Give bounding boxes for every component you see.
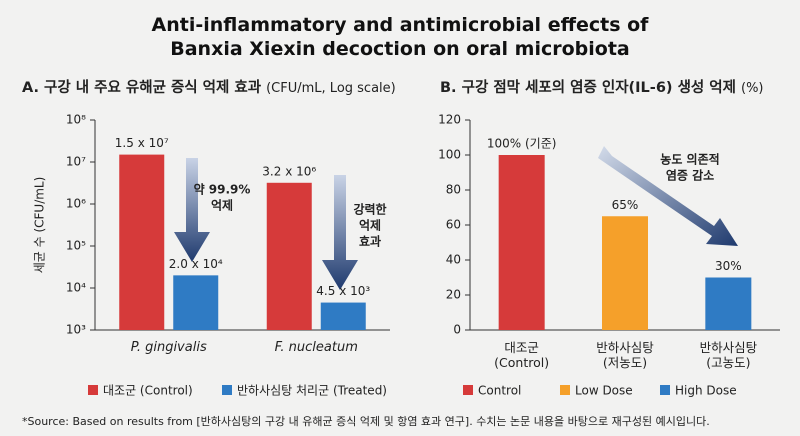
y-tick-label: 10⁷ [66,155,86,169]
y-axis-label: 세균 수 (CFU/mL) [33,177,47,274]
legend-label: Low Dose [575,384,633,398]
page-title: Banxia Xiexin decoction on oral microbio… [170,38,630,60]
x-tick-label: 반하사심탕 (고농도) [699,340,758,370]
y-tick-label: 10⁶ [66,197,86,211]
chart-title-main: B. 구강 점막 세포의 염증 인자(IL-6) 생성 억제 [440,78,736,96]
x-tick-label: 대조군 (Control) [494,340,550,370]
annotation: 강력한 [353,202,386,217]
value-label: 2.0 x 10⁴ [169,257,223,271]
y-tick-label: 80 [446,183,461,197]
footnote: *Source: Based on results from [반하사심탕의 구… [22,415,710,428]
value-label: 3.2 x 10⁶ [262,164,316,178]
legend-swatch [88,385,98,395]
y-tick-label: 10³ [66,323,86,337]
y-tick-label: 10⁴ [66,281,86,295]
annotation: 농도 의존적 [660,152,719,167]
value-label: 1.5 x 10⁷ [115,136,169,150]
y-tick-label: 100 [438,148,461,162]
page-title: Anti-inflammatory and antimicrobial effe… [151,14,649,36]
bar [266,182,312,330]
chart-title-unit: (%) [741,81,764,96]
y-tick-label: 0 [453,323,461,337]
legend-label: 반하사심탕 처리군 (Treated) [237,384,387,398]
legend-swatch [560,385,570,395]
value-label: 100% (기준) [487,137,557,151]
chart-title-unit: (CFU/mL, Log scale) [266,81,396,96]
legend-label: High Dose [675,384,737,398]
y-tick-label: 10⁸ [66,113,86,127]
arrow [174,158,210,262]
annotation: 억제 [211,199,233,213]
annotation: 염증 감소 [666,168,714,183]
y-tick-label: 120 [438,113,461,127]
annotation: 억제 [359,219,381,233]
bar [705,277,752,330]
y-tick-label: 60 [446,218,461,232]
value-label: 30% [715,259,742,273]
y-tick-label: 10⁵ [66,239,86,253]
x-tick-label: P. gingivalis [130,340,207,355]
chart-title-main: A. 구강 내 주요 유해균 증식 억제 효과 [22,78,262,96]
bar [498,155,545,330]
y-tick-label: 40 [446,253,461,267]
bar [173,275,219,330]
arrow [598,146,738,246]
bar [119,154,165,330]
x-tick-label: 반하사심탕 (저농도) [596,340,654,370]
bar [602,216,648,330]
annotation: 효과 [359,234,381,249]
value-label: 4.5 x 10³ [316,284,370,298]
value-label: 65% [612,198,639,212]
legend-label: Control [478,384,521,398]
legend-swatch [222,385,232,395]
legend-swatch [463,385,473,395]
chart-title: B. 구강 점막 세포의 염증 인자(IL-6) 생성 억제 (%) [440,78,764,96]
x-tick-label: F. nucleatum [274,340,358,355]
chart-title: A. 구강 내 주요 유해균 증식 억제 효과 (CFU/mL, Log scal… [22,78,396,96]
legend-label: 대조군 (Control) [103,384,193,398]
arrow [322,175,358,290]
legend-swatch [660,385,670,395]
bar [320,302,366,330]
y-tick-label: 20 [446,288,461,302]
annotation: 약 99.9% [194,182,251,197]
